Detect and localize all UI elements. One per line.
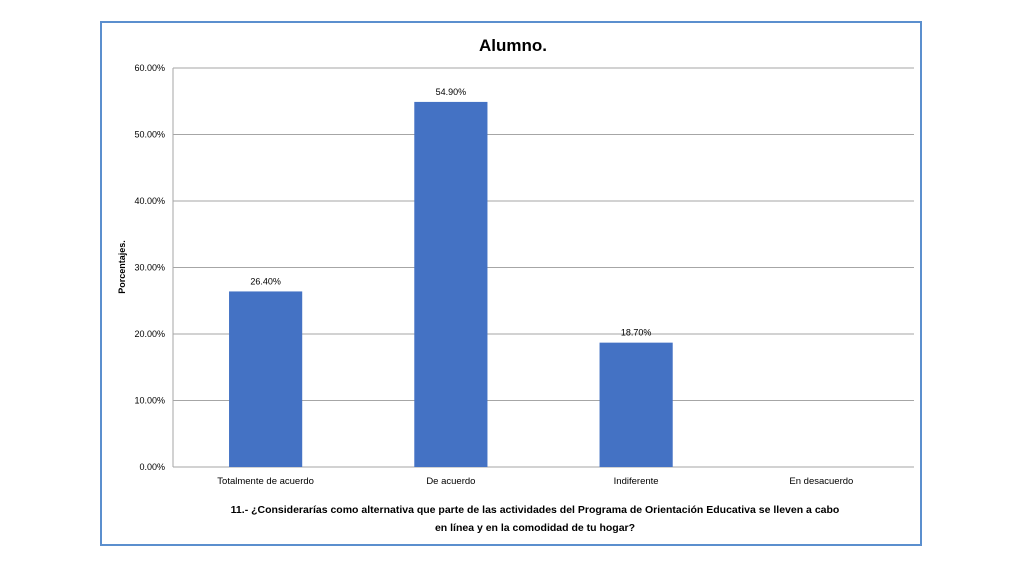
y-axis-ticks: 0.00% 10.00% 20.00% 30.00% 40.00% 50.00% 60.00… [134,63,165,472]
category-label: En desacuerdo [789,476,853,487]
category-label: Indiferente [614,476,659,487]
chart-title: Alumno. [479,36,547,55]
x-axis-label-line-2: en línea y en la comodidad de tu hogar? [435,522,635,534]
data-label: 54.90% [436,87,467,97]
bar-chart: Alumno. 0.00% 10.00% 20.00% 30.00% 40.00% 50.… [117,36,914,534]
bar [599,342,673,467]
data-label: 18.70% [621,328,652,338]
bars [229,101,673,467]
data-label: 26.40% [250,276,281,286]
y-tick-label: 0.00% [139,462,165,472]
y-tick-label: 30.00% [134,263,165,273]
category-labels: Totalmente de acuerdo De acuerdo Indiferen… [217,476,853,487]
category-label: Totalmente de acuerdo [217,476,314,487]
y-tick-label: 50.00% [134,130,165,140]
chart-frame: Alumno. 0.00% 10.00% 20.00% 30.00% 40.00% 50.… [100,21,922,546]
y-tick-label: 20.00% [134,329,165,339]
y-axis-label: Porcentajes. [117,240,127,294]
data-labels: 26.40% 54.90% 18.70% [250,87,651,338]
y-tick-label: 60.00% [134,63,165,73]
bar [229,291,303,467]
category-label: De acuerdo [426,476,475,487]
bar [414,101,488,467]
x-axis-label-line-1: 11.- ¿Considerarías como alternativa que… [231,504,840,516]
y-tick-label: 40.00% [134,196,165,206]
y-tick-label: 10.00% [134,396,165,406]
